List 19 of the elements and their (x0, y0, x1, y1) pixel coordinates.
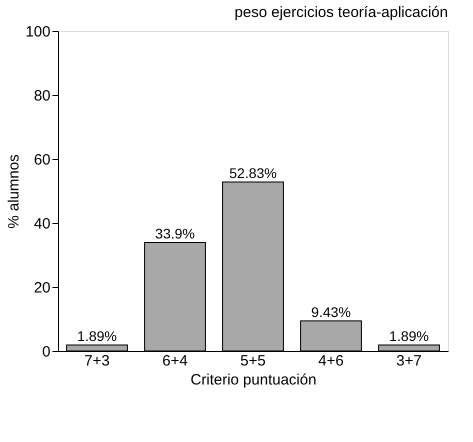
y-tick-label: 0 (42, 344, 50, 360)
y-axis-title: % alumnos (5, 154, 22, 229)
x-tick-label: 5+5 (240, 352, 266, 370)
y-tick-label: 20 (34, 280, 50, 296)
chart-title: peso ejercicios teoría-aplicación (234, 4, 448, 21)
data-label: 9.43% (311, 304, 351, 320)
y-tick-label: 40 (34, 216, 50, 232)
x-tick-label: 4+6 (318, 352, 344, 370)
data-label: 52.83% (229, 164, 277, 181)
x-tick-label: 3+7 (396, 352, 422, 370)
y-tick-label: 60 (34, 152, 50, 168)
data-label: 1.89% (77, 328, 117, 344)
data-label: 33.9% (155, 226, 195, 242)
x-axis-title: Criterio puntuación (190, 372, 316, 388)
x-tick-label: 7+3 (84, 352, 110, 370)
y-tick-label: 80 (34, 88, 50, 104)
x-tick-label: 6+4 (162, 352, 188, 370)
y-tick-label: 100 (25, 24, 50, 40)
data-label: 1.89% (389, 328, 429, 344)
